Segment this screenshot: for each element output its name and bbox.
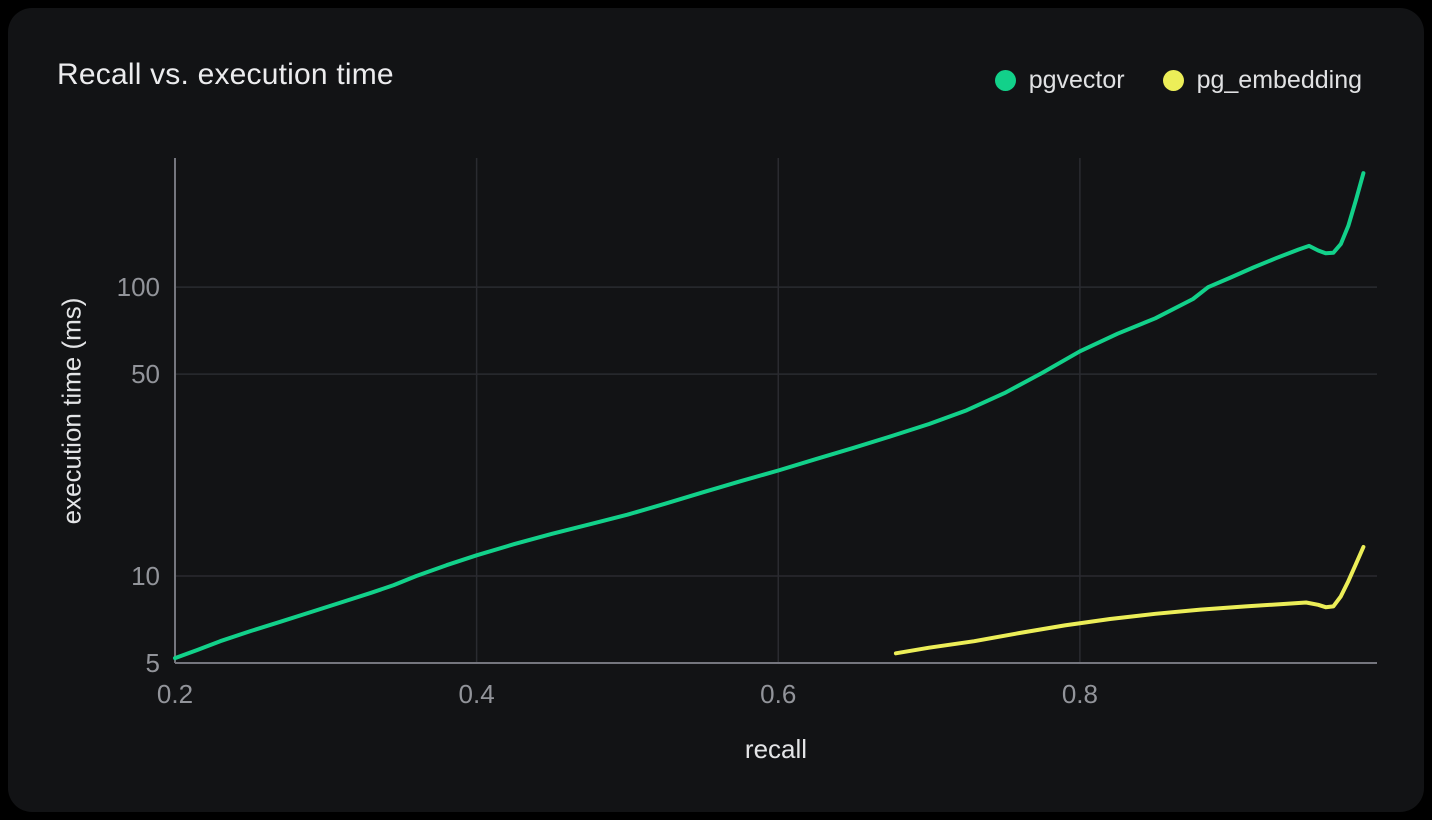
legend-label-pg-embedding: pg_embedding (1196, 66, 1362, 94)
legend-item-pgvector[interactable]: pgvector (994, 66, 1125, 95)
series-line-pg_embedding (893, 545, 1366, 656)
legend-label-pgvector: pgvector (1028, 66, 1125, 94)
legend-item-pg-embedding[interactable]: pg_embedding (1162, 66, 1362, 95)
chart-card (8, 8, 1424, 812)
legend: pgvector pg_embedding (994, 66, 1362, 95)
chart-title: Recall vs. execution time (57, 58, 394, 91)
legend-dot-pgvector-icon (994, 70, 1016, 91)
series-line-pgvector (173, 171, 1366, 661)
legend-dot-pg-embedding-icon (1162, 70, 1184, 91)
